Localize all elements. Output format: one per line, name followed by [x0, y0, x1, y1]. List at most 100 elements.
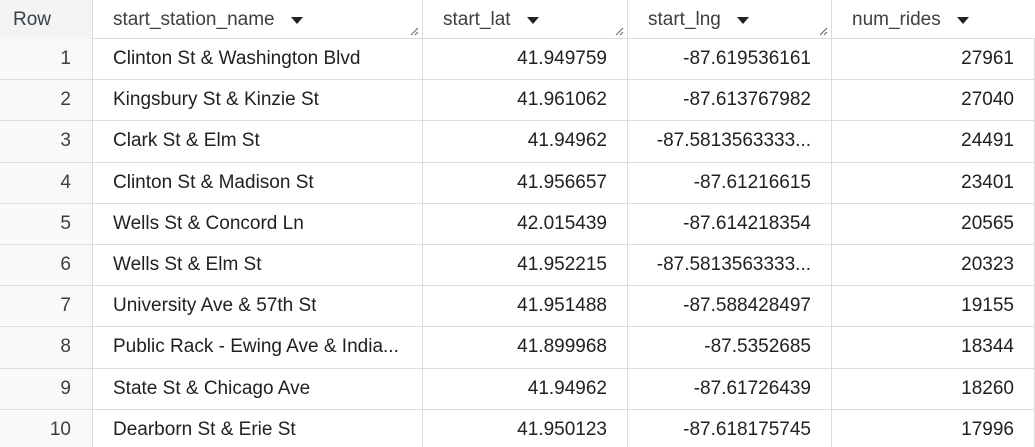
table-row[interactable]: 7 University Ave & 57th St 41.951488 -87.58…: [0, 286, 1035, 328]
num-rides-cell: 17996: [832, 409, 1035, 447]
table-row[interactable]: 3 Clark St & Elm St 41.94962 -87.5813563333…: [0, 121, 1035, 163]
station-name-cell-value: Kingsbury St & Kinzie St: [113, 89, 319, 111]
station-name-cell-value: Dearborn St & Erie St: [113, 418, 296, 440]
start-lng-cell-value: -87.5813563333...: [656, 130, 811, 152]
row-number-cell-value: 5: [60, 212, 71, 234]
caret-down-icon[interactable]: [290, 16, 303, 24]
row-number-cell-value: 10: [49, 418, 71, 440]
station-name-cell: Dearborn St & Erie St: [93, 409, 423, 447]
start-lng-cell-value: -87.588428497: [683, 295, 811, 317]
start-lng-cell-value: -87.61216615: [693, 171, 811, 193]
num-rides-cell-value: 17996: [961, 418, 1014, 440]
start-lat-cell-value: 42.015439: [517, 212, 607, 234]
station-name-cell-value: Wells St & Concord Ln: [113, 212, 304, 234]
table-row[interactable]: 8 Public Rack - Ewing Ave & India... 41.89…: [0, 327, 1035, 369]
row-number-cell: 2: [0, 80, 93, 121]
num-rides-cell: 23401: [832, 162, 1035, 203]
start-lng-cell: -87.5813563333...: [628, 244, 832, 286]
table-row[interactable]: 9 State St & Chicago Ave 41.94962 -87.61726…: [0, 368, 1035, 410]
start-lng-cell-value: -87.5352685: [704, 336, 811, 358]
num-rides-cell: 18260: [832, 368, 1035, 409]
start-lat-cell-value: 41.94962: [527, 130, 607, 152]
start-lat-cell: 42.015439: [423, 203, 628, 244]
station-name-cell-value: Wells St & Elm St: [113, 254, 262, 276]
row-number-cell: 7: [0, 286, 93, 327]
row-number-cell: 8: [0, 327, 93, 368]
start-lng-cell: -87.613767982: [628, 80, 832, 121]
num-rides-cell: 19155: [832, 286, 1035, 327]
row-number-cell-value: 6: [60, 254, 71, 276]
start-lng-cell: -87.588428497: [628, 286, 832, 327]
station-name-cell-value: Public Rack - Ewing Ave & India...: [113, 336, 399, 358]
row-number-cell-value: 3: [60, 130, 71, 152]
table-row[interactable]: 2 Kingsbury St & Kinzie St 41.961062 -87.61…: [0, 80, 1035, 122]
num-rides-cell: 24491: [832, 121, 1035, 162]
row-number-cell: 1: [0, 39, 93, 80]
num-rides-cell-value: 18344: [961, 336, 1014, 358]
start-lat-cell: 41.961062: [423, 80, 628, 121]
row-number-cell-value: 7: [60, 295, 71, 317]
start-lng-cell: -87.619536161: [628, 39, 832, 80]
start-lng-cell-value: -87.613767982: [683, 89, 811, 111]
caret-down-icon[interactable]: [736, 16, 749, 24]
num-rides-cell: 20565: [832, 203, 1035, 244]
column-header-start-station-name[interactable]: start_station_name: [93, 0, 423, 39]
num-rides-cell: 27040: [832, 80, 1035, 121]
table-header: Row start_station_name start_lat start_l…: [0, 0, 1035, 39]
column-resize-icon[interactable]: [409, 26, 419, 36]
column-header-label: Row: [13, 8, 52, 30]
column-resize-icon[interactable]: [818, 26, 828, 36]
station-name-cell: Clinton St & Washington Blvd: [93, 39, 423, 80]
column-header-row: Row: [0, 0, 93, 39]
start-lat-cell-value: 41.952215: [517, 254, 607, 276]
row-number-cell-value: 4: [60, 171, 71, 193]
num-rides-cell-value: 19155: [961, 295, 1014, 317]
row-number-cell-value: 8: [60, 336, 71, 358]
table-body: 1 Clinton St & Washington Blvd 41.949759 -8…: [0, 39, 1035, 447]
caret-down-icon[interactable]: [956, 16, 969, 24]
row-number-cell: 10: [0, 409, 93, 447]
start-lng-cell: -87.61216615: [628, 162, 832, 203]
table-row[interactable]: 1 Clinton St & Washington Blvd 41.949759 -8…: [0, 39, 1035, 81]
start-lat-cell-value: 41.956657: [517, 171, 607, 193]
start-lat-cell: 41.94962: [423, 368, 628, 409]
table-row[interactable]: 10 Dearborn St & Erie St 41.950123 -87.6181…: [0, 409, 1035, 447]
table-row[interactable]: 6 Wells St & Elm St 41.952215 -87.581356333…: [0, 244, 1035, 287]
column-header-num-rides[interactable]: num_rides: [832, 0, 1035, 39]
column-header-start-lat[interactable]: start_lat: [423, 0, 628, 39]
start-lat-cell: 41.950123: [423, 409, 628, 447]
num-rides-cell-value: 20323: [961, 254, 1014, 276]
column-header-label: start_lat: [443, 8, 511, 30]
start-lat-cell: 41.951488: [423, 286, 628, 327]
station-name-cell: University Ave & 57th St: [93, 286, 423, 327]
num-rides-cell-value: 27040: [961, 89, 1014, 111]
caret-down-icon[interactable]: [526, 16, 539, 24]
table-row[interactable]: 4 Clinton St & Madison St 41.956657 -87.612…: [0, 162, 1035, 204]
start-lng-cell-value: -87.61726439: [693, 377, 811, 399]
table-row[interactable]: 5 Wells St & Concord Ln 42.015439 -87.61421…: [0, 203, 1035, 245]
start-lng-cell: -87.5813563333...: [628, 121, 832, 162]
row-number-cell: 4: [0, 162, 93, 203]
num-rides-cell: 18344: [832, 327, 1035, 368]
station-name-cell-value: Clark St & Elm St: [113, 130, 260, 152]
column-header-label: start_station_name: [113, 8, 275, 30]
station-name-cell: Wells St & Concord Ln: [93, 203, 423, 244]
column-resize-icon[interactable]: [614, 26, 624, 36]
station-name-cell-value: Clinton St & Washington Blvd: [113, 48, 361, 70]
row-number-cell-value: 9: [60, 377, 71, 399]
column-header-label: num_rides: [852, 8, 941, 30]
start-lat-cell-value: 41.949759: [517, 48, 607, 70]
column-header-start-lng[interactable]: start_lng: [628, 0, 832, 39]
num-rides-cell: 27961: [832, 39, 1035, 80]
start-lat-cell: 41.952215: [423, 244, 628, 286]
start-lat-cell-value: 41.951488: [517, 295, 607, 317]
start-lng-cell: -87.61726439: [628, 368, 832, 409]
num-rides-cell-value: 18260: [961, 377, 1014, 399]
station-name-cell: Clinton St & Madison St: [93, 162, 423, 203]
start-lng-cell: -87.614218354: [628, 203, 832, 244]
num-rides-cell-value: 23401: [961, 171, 1014, 193]
num-rides-cell-value: 20565: [961, 212, 1014, 234]
start-lat-cell: 41.94962: [423, 121, 628, 162]
column-header-label: start_lng: [648, 8, 721, 30]
row-number-cell: 6: [0, 244, 93, 286]
